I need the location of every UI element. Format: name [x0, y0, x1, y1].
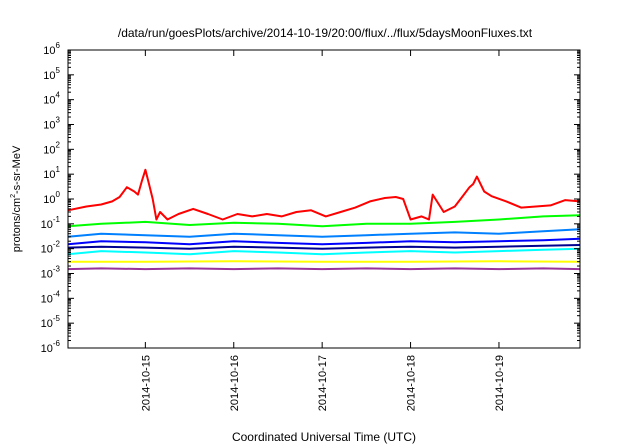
- y-tick-label: 105: [43, 66, 60, 82]
- series-line-4: [67, 237, 581, 246]
- y-tick-label: 10-3: [41, 265, 61, 281]
- x-tick-label: 2014-10-15: [140, 355, 152, 411]
- y-tick-label: 10-1: [41, 215, 61, 231]
- y-tick-label: 10-2: [41, 240, 61, 256]
- x-tick-label: 2014-10-16: [229, 355, 241, 411]
- x-tick-label: 2014-10-19: [494, 355, 506, 411]
- y-tick-label: 102: [43, 140, 60, 156]
- y-tick-label: 100: [43, 190, 60, 206]
- y-tick-label: 104: [43, 91, 60, 107]
- y-tick-label: 10-4: [41, 289, 61, 305]
- y-axis-label: protons/cm2-s-sr-MeV: [10, 145, 23, 252]
- y-tick-label: 101: [43, 165, 60, 181]
- y-tick-label: 106: [43, 41, 60, 57]
- series-line-3: [67, 228, 581, 238]
- y-tick-label: 10-5: [41, 314, 61, 330]
- series-line-1: [67, 214, 581, 228]
- plot-frame: [67, 49, 581, 349]
- series-line-0: [67, 168, 581, 221]
- series-line-7: [67, 267, 581, 271]
- y-tick-label: 10-6: [41, 339, 61, 355]
- x-tick-label: 2014-10-18: [406, 355, 418, 411]
- x-tick-label: 2014-10-17: [317, 355, 329, 411]
- x-axis-label: Coordinated Universal Time (UTC): [232, 430, 416, 444]
- y-tick-label: 103: [43, 116, 60, 132]
- series-line-2: [67, 247, 581, 256]
- series-line-5: [67, 244, 581, 250]
- chart-title: /data/run/goesPlots/archive/2014-10-19/2…: [118, 26, 533, 40]
